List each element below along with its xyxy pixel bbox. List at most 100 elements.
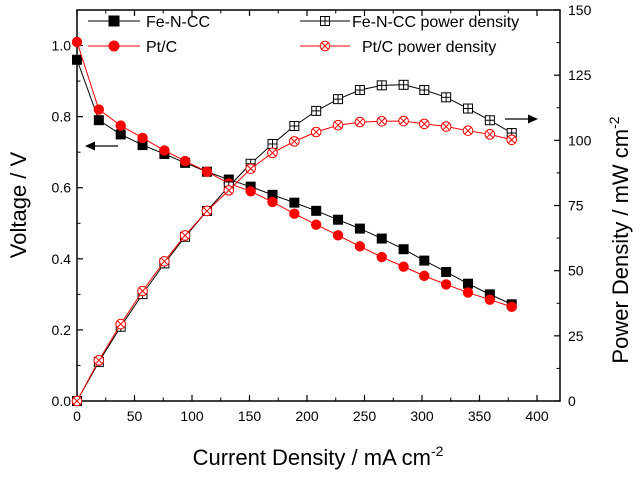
data-point: [376, 116, 388, 127]
right-axis-arrow: [505, 114, 538, 124]
x-tick-label: 250: [353, 408, 377, 424]
data-point: [115, 120, 126, 131]
data-point: [179, 155, 191, 167]
y-left-tick-label: 0.8: [52, 109, 72, 125]
data-point: [159, 255, 170, 267]
data-point: [398, 79, 409, 90]
series-line: [76, 84, 512, 402]
data-point: [310, 126, 322, 138]
legend-item-pt-c: Pt/C: [88, 39, 177, 56]
data-point: [137, 132, 148, 144]
data-point: [72, 54, 82, 65]
legend-label-fe-n-cc: Fe-N-CC: [146, 14, 210, 31]
data-point: [311, 105, 322, 116]
data-point: [484, 289, 495, 300]
data-point: [267, 196, 278, 208]
data-point: [93, 104, 105, 115]
data-point: [419, 85, 430, 96]
axis-ticks: [76, 9, 560, 402]
data-point: [419, 270, 430, 282]
legend-item-fe-n-cc-power: Fe-N-CC power density: [300, 14, 519, 31]
data-point: [463, 278, 473, 289]
data-point: [441, 92, 452, 103]
data-point: [223, 185, 235, 196]
data-point: [71, 36, 83, 48]
legend: Fe-N-CC Pt/C Fe-N-CC power density Pt/C …: [88, 14, 519, 56]
data-point: [245, 163, 256, 175]
y-left-tick-label: 0.2: [52, 322, 72, 338]
data-point: [398, 261, 409, 272]
x-tick-label: 200: [295, 408, 319, 424]
y-right-tick-label: 150: [568, 2, 592, 18]
data-point: [289, 208, 300, 219]
data-point: [463, 103, 473, 114]
y-right-tick-label: 50: [568, 263, 584, 279]
data-point: [115, 129, 126, 140]
y-right-tick-label: 75: [568, 198, 584, 214]
data-point: [398, 115, 409, 127]
data-point: [137, 140, 148, 151]
data-point: [267, 147, 278, 159]
data-point: [333, 214, 344, 225]
x-tick-label: 100: [180, 408, 204, 424]
data-point: [506, 301, 517, 313]
data-point: [354, 223, 365, 234]
data-point: [201, 166, 213, 177]
data-point: [289, 120, 300, 131]
legend-item-fe-n-cc: Fe-N-CC: [88, 14, 210, 31]
data-point: [289, 197, 300, 208]
data-point: [484, 129, 496, 140]
legend-label-pt-c: Pt/C: [146, 39, 177, 56]
data-point: [398, 244, 409, 255]
data-point: [484, 115, 495, 126]
data-point: [354, 85, 365, 96]
data-point: [462, 287, 474, 298]
data-point: [245, 186, 256, 197]
y-left-tick-label: 1.0: [52, 38, 72, 54]
data-point: [376, 251, 387, 263]
data-point: [419, 255, 430, 266]
data-point: [440, 121, 452, 132]
data-point: [462, 125, 474, 136]
y-right-tick-label: 125: [568, 67, 592, 83]
x-axis-title: Current Density / mA cm-2: [193, 443, 444, 470]
data-point: [441, 266, 452, 277]
data-point: [137, 285, 148, 297]
data-point: [419, 118, 430, 130]
legend-item-pt-c-power: Pt/C power density: [300, 39, 496, 56]
y-right-tick-label: 25: [568, 328, 584, 344]
data-point: [332, 119, 344, 131]
data-point: [267, 138, 278, 149]
x-tick-label: 400: [525, 408, 549, 424]
data-point: [333, 94, 344, 105]
legend-label-pt-c-power-density: Pt/C power density: [362, 39, 496, 56]
series-pt-c: [71, 36, 517, 313]
left-axis-arrow: [85, 141, 118, 151]
y-right-tick-label: 0: [568, 393, 576, 409]
data-point: [376, 80, 387, 91]
right-axis-title: Power Density / mW cm-2: [606, 116, 633, 363]
series-layer: [71, 36, 518, 407]
data-point: [440, 279, 452, 290]
data-point: [267, 189, 278, 200]
data-point: [201, 205, 213, 217]
left-axis-title: Voltage / V: [6, 151, 31, 258]
tick-labels: 0 50 100 150 200 250 300 350 4000.00.20.40.60.81…: [52, 2, 592, 424]
series-line: [76, 120, 512, 402]
x-tick-label: 0: [73, 408, 81, 424]
data-point: [354, 241, 366, 252]
data-point: [289, 136, 300, 147]
data-point: [115, 318, 126, 330]
x-tick-label: 50: [127, 408, 143, 424]
series-pt-c-power-density: [71, 115, 518, 407]
data-point: [354, 116, 366, 128]
y-left-tick-label: 0.6: [52, 180, 72, 196]
x-tick-label: 300: [410, 408, 434, 424]
data-point: [93, 115, 104, 126]
data-point: [506, 134, 518, 146]
y-left-tick-label: 0.4: [52, 251, 72, 267]
data-point: [159, 145, 170, 156]
data-point: [71, 395, 83, 407]
data-point: [179, 230, 191, 241]
plot-frame: [76, 9, 561, 402]
